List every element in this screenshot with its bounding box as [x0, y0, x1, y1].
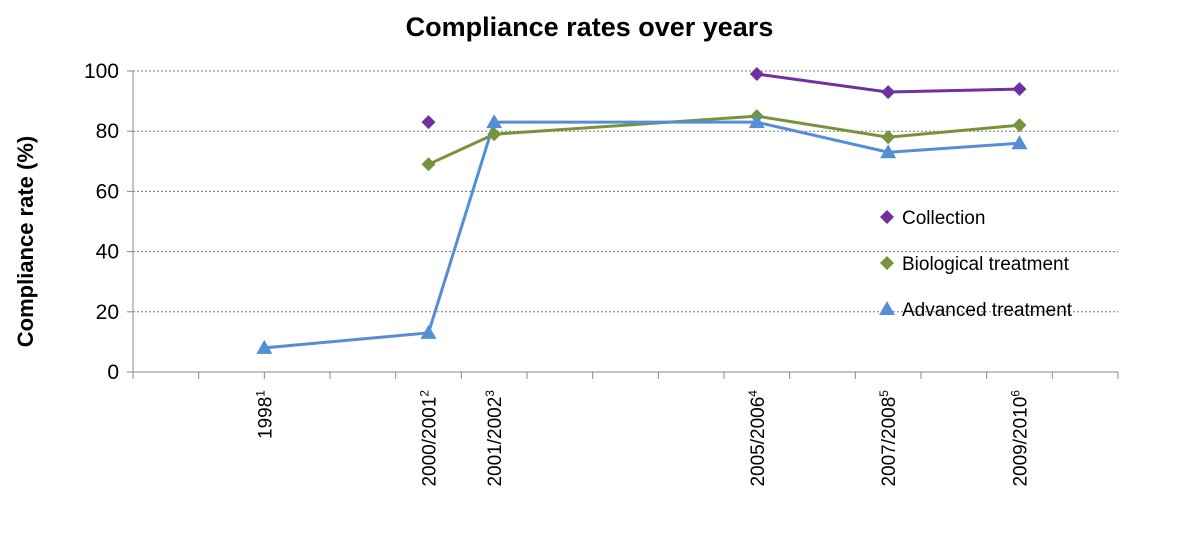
data-point-collection — [881, 85, 896, 100]
data-point-collection — [421, 115, 436, 130]
legend-marker-collection — [880, 210, 894, 224]
data-point-advanced-treatment — [256, 339, 273, 354]
data-point-advanced-treatment — [1011, 135, 1028, 150]
x-tick-label: 2007/20085 — [877, 390, 900, 487]
x-tick-label: 2001/20023 — [483, 390, 506, 487]
data-point-biological-treatment — [1012, 118, 1027, 133]
y-tick-label: 40 — [96, 241, 119, 264]
legend-label-advanced-treatment: Advanced treatment — [902, 300, 1073, 321]
data-point-advanced-treatment — [486, 114, 503, 129]
x-tick-label: 2000/20012 — [418, 390, 441, 487]
data-point-biological-treatment — [881, 130, 896, 145]
y-tick-label: 0 — [107, 361, 119, 384]
chart-title: Compliance rates over years — [405, 12, 774, 42]
data-point-collection — [749, 67, 764, 82]
y-axis-label: Compliance rate (%) — [13, 136, 38, 348]
legend-label-biological-treatment: Biological treatment — [902, 254, 1070, 275]
data-point-biological-treatment — [487, 127, 502, 142]
legend-marker-advanced-treatment — [879, 301, 895, 315]
data-point-collection — [1012, 82, 1027, 97]
x-tick-label: 2009/20106 — [1009, 390, 1032, 487]
x-tick-label: 2005/20064 — [746, 390, 769, 487]
y-tick-label: 80 — [96, 120, 119, 143]
data-point-advanced-treatment — [880, 144, 897, 159]
y-tick-label: 60 — [96, 180, 119, 203]
series-line-advanced-treatment — [264, 120, 1020, 350]
legend-marker-biological-treatment — [880, 256, 894, 270]
y-tick-label: 20 — [96, 301, 119, 324]
x-tick-label: 19981 — [253, 390, 276, 439]
data-point-advanced-treatment — [748, 114, 765, 129]
data-point-advanced-treatment — [420, 324, 437, 339]
legend-label-collection: Collection — [902, 208, 985, 229]
y-tick-label: 100 — [84, 60, 119, 83]
data-point-biological-treatment — [421, 157, 436, 172]
